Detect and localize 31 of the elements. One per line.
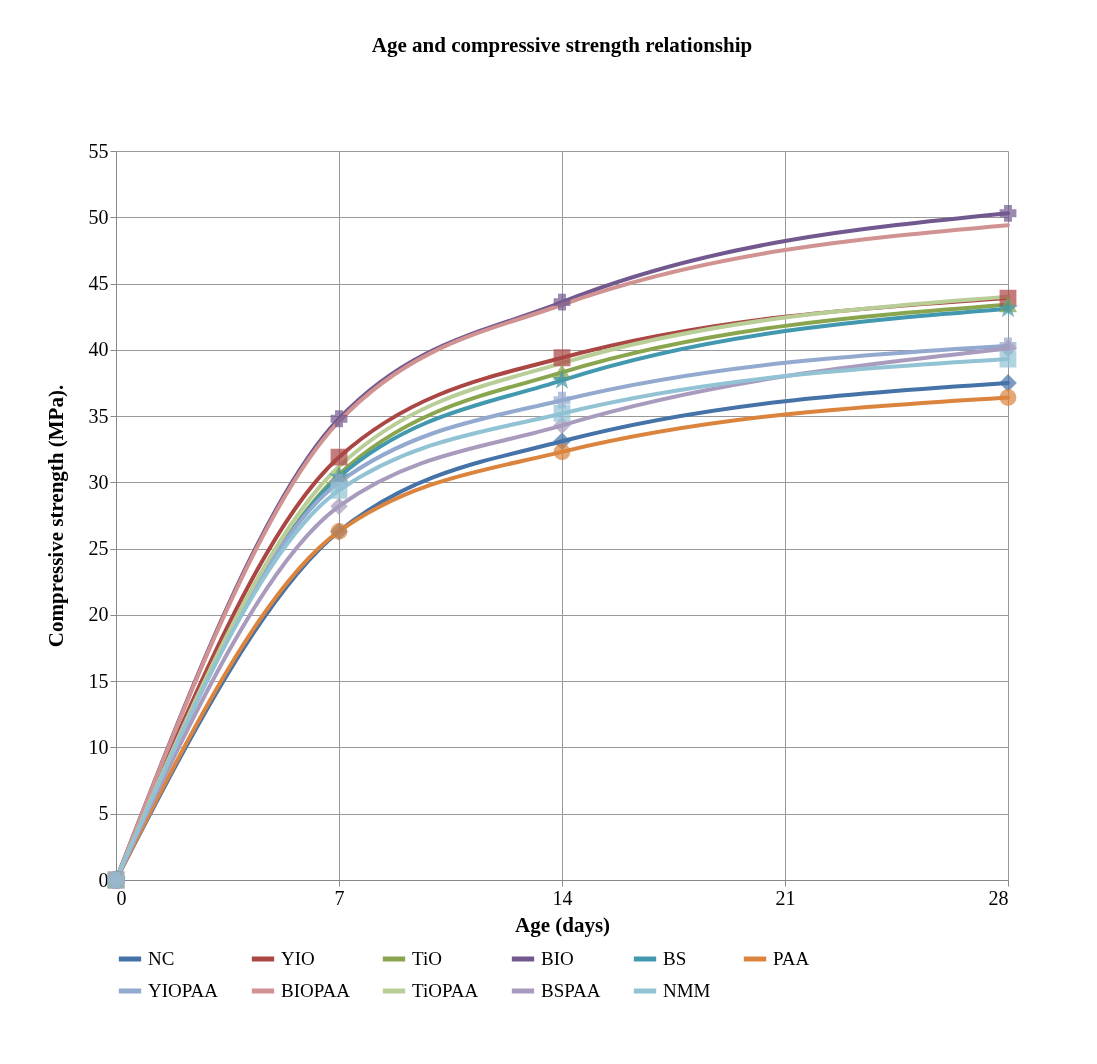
x-tick-label: 7 [334,886,345,909]
legend-label: TiO [412,948,442,969]
legend-label: YIOPAA [148,980,219,1001]
y-tick-label: 10 [88,735,109,758]
y-tick-label: 55 [88,139,109,162]
legend-label: BIO [541,948,574,969]
y-tick-label: 5 [98,802,109,825]
legend-label: BSPAA [541,980,601,1001]
legend-label: TiOPAA [412,980,479,1001]
x-tick-label: 21 [775,886,796,909]
legend-label: NMM [663,980,711,1001]
y-tick-label: 35 [88,404,109,427]
y-tick-label: 30 [88,470,109,493]
y-tick-label: 0 [98,868,109,891]
y-tick-label: 50 [88,205,109,228]
legend-label: BS [663,948,687,969]
y-axis-title: Compressive strength (MPa). [43,384,68,648]
legend-label: BIOPAA [281,980,351,1001]
y-tick-label: 40 [88,338,109,361]
y-tick-label: 25 [88,537,109,560]
legend-label: YIO [281,948,315,969]
x-tick-label: 28 [988,886,1009,909]
x-tick-label: 14 [552,886,573,909]
chart-title: Age and compressive strength relationship [371,33,753,57]
legend-label: NC [148,948,175,969]
legend-label: PAA [773,948,810,969]
x-tick-label: 0 [116,886,127,909]
y-tick-label: 20 [88,603,109,626]
y-tick-label: 45 [88,272,109,295]
y-tick-label: 15 [88,669,109,692]
x-axis-title: Age (days) [514,912,611,937]
